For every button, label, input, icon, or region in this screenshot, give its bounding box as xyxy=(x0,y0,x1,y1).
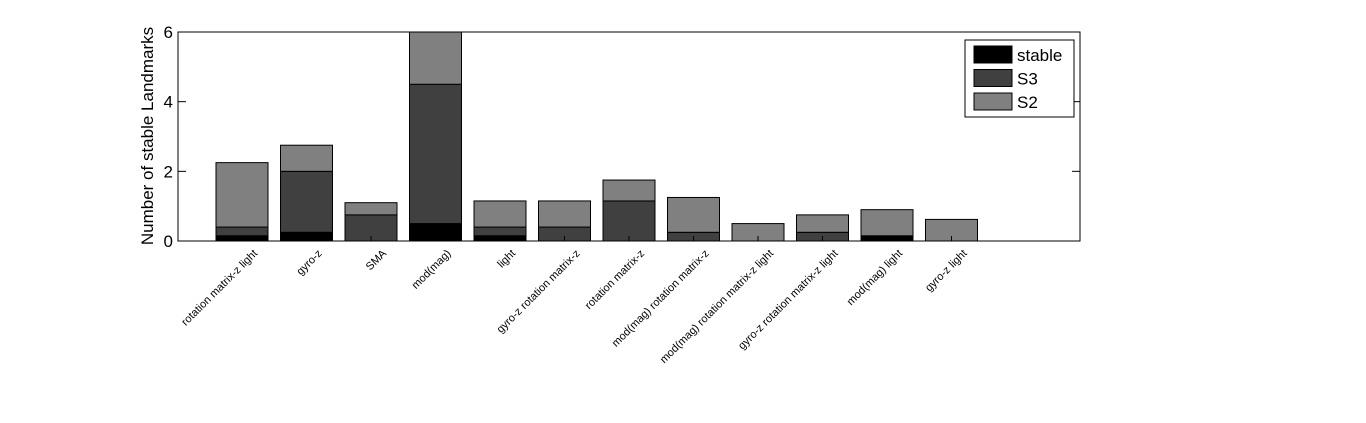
bar-segment xyxy=(409,83,462,225)
legend-label: S3 xyxy=(1017,70,1038,89)
bar-segment xyxy=(602,179,656,202)
bar-segment xyxy=(409,31,462,85)
x-tick-label: mod(mag) light xyxy=(845,248,905,308)
bar-segment xyxy=(473,226,527,237)
bar-segment xyxy=(215,162,269,228)
x-tick-label: mod(mag) xyxy=(410,248,454,292)
legend: stable S3 S2 xyxy=(964,39,1075,118)
bar-segment xyxy=(860,209,914,237)
legend-swatch xyxy=(973,45,1013,64)
y-axis-title: Number of stable Landmarks xyxy=(138,27,157,245)
bar-segment xyxy=(602,200,656,242)
bar-segment xyxy=(344,202,398,216)
y-tick-label: 4 xyxy=(164,93,173,112)
bar-segment xyxy=(538,200,591,228)
bars-layer xyxy=(215,31,978,242)
bar-segment xyxy=(796,214,849,233)
x-tick-label: mod(mag) rotation matrix-z light xyxy=(658,248,776,366)
y-tick-label: 6 xyxy=(164,23,173,42)
bar-segment xyxy=(215,226,269,237)
x-tick-label: gyro-z light xyxy=(923,248,970,295)
bar-segment xyxy=(473,200,527,228)
x-axis: rotation matrix-z light gyro-z SMA mod(mag)… xyxy=(179,236,970,366)
x-tick-label: gyro-z xyxy=(295,248,325,278)
x-tick-label: rotation matrix-z light xyxy=(179,248,260,329)
bar-segment xyxy=(280,144,333,172)
bar-segment xyxy=(280,170,333,233)
legend-label: stable xyxy=(1017,46,1062,65)
bar-segment xyxy=(667,196,720,233)
y-tick-label: 2 xyxy=(164,162,173,181)
y-axis: 0 2 4 6 xyxy=(164,23,1080,251)
x-tick-label: rotation matrix-z xyxy=(583,248,647,312)
legend-swatch xyxy=(973,92,1013,111)
legend-swatch xyxy=(973,69,1013,87)
y-tick-label: 0 xyxy=(164,232,173,251)
legend-label: S2 xyxy=(1017,93,1038,112)
x-tick-label: SMA xyxy=(364,247,390,273)
x-tick-label: light xyxy=(495,248,518,271)
